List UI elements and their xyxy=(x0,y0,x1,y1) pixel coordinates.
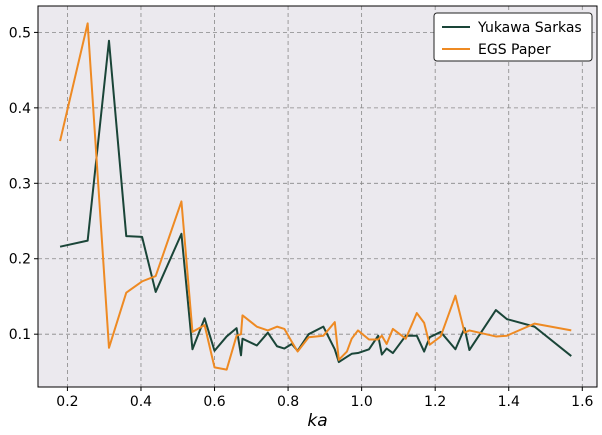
x-tick-label: 0.6 xyxy=(203,394,225,410)
x-tick-label: 0.4 xyxy=(130,394,152,410)
y-tick-label: 0.4 xyxy=(9,101,31,117)
plot-area xyxy=(38,6,597,387)
x-axis-label: ka xyxy=(307,411,327,431)
legend-box xyxy=(433,12,593,62)
x-tick-label: 1.4 xyxy=(498,394,520,410)
y-tick-label: 0.2 xyxy=(9,252,31,268)
legend: Yukawa Sarkas EGS Paper xyxy=(433,12,593,62)
series-line-yukawa-sarkas xyxy=(59,39,572,364)
y-tick-label: 0.1 xyxy=(9,327,31,343)
grid-lines xyxy=(38,6,597,387)
y-tick-label: 0.3 xyxy=(9,176,31,192)
x-tick-label: 1.2 xyxy=(424,394,446,410)
x-tick-label: 0.2 xyxy=(56,394,78,410)
x-tick-label: 1.6 xyxy=(571,394,593,410)
x-tick-label: 1.0 xyxy=(350,394,372,410)
series-line-egs-paper xyxy=(59,22,572,371)
legend-label: EGS Paper xyxy=(478,42,551,58)
plot-frame xyxy=(37,5,598,388)
y-tick-label: 0.5 xyxy=(9,25,31,41)
series-layer xyxy=(59,22,572,371)
axis-ticks: 0.2 0.4 0.6 0.8 1.0 1.2 1.4 1.6 0.1 0.2 0.3 0.4 0.5 xyxy=(9,25,594,410)
legend-label: Yukawa Sarkas xyxy=(477,20,582,36)
x-tick-label: 0.8 xyxy=(277,394,299,410)
